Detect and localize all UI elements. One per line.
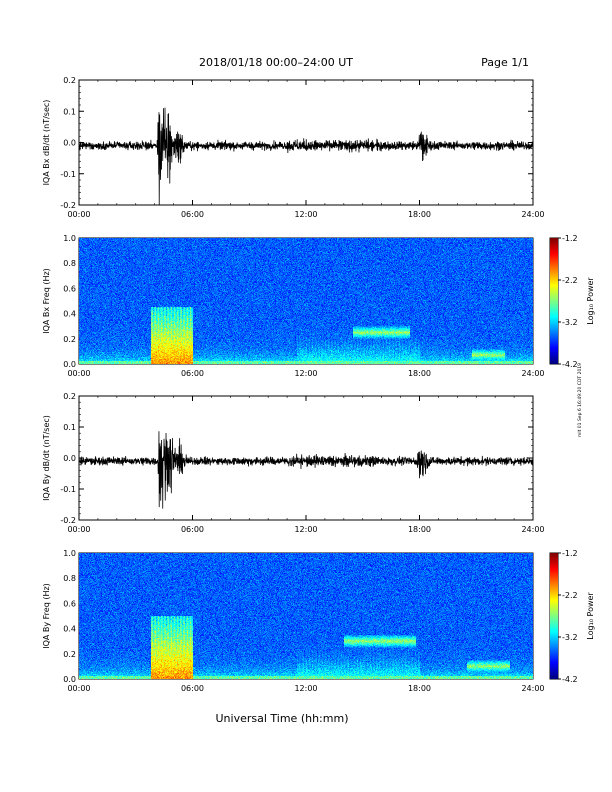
spectrogram-image-by xyxy=(79,553,533,679)
x-tick-label: 24:00 xyxy=(521,525,544,534)
colorbar-gradient xyxy=(550,553,558,679)
x-tick-label: 00:00 xyxy=(67,684,90,693)
x-tick-label: 18:00 xyxy=(408,525,431,534)
x-tick-label: 18:00 xyxy=(408,210,431,219)
colorbar-tick-label: -2.2 xyxy=(562,591,578,600)
y-tick-label: 0.2 xyxy=(63,650,76,659)
x-tick-label: 06:00 xyxy=(181,684,204,693)
x-tick-label: 18:00 xyxy=(408,684,431,693)
y-axis-label: IQA Bx Freq (Hz) xyxy=(42,268,51,334)
page-title: 2018/01/18 00:00–24:00 UT xyxy=(199,56,353,69)
colorbar-tick-label: -2.2 xyxy=(562,276,578,285)
x-tick-label: 00:00 xyxy=(67,210,90,219)
colorbar-gradient xyxy=(550,238,558,364)
page-number: Page 1/1 xyxy=(481,56,529,69)
colorbar-label: Log₁₀ Power xyxy=(586,592,595,640)
colorbar-tick-label: -4.2 xyxy=(562,675,578,684)
y-tick-label: 0.0 xyxy=(63,454,76,463)
y-tick-label: 0.4 xyxy=(63,310,76,319)
dbdt-trace-by xyxy=(78,431,534,509)
y-tick-label: 0.2 xyxy=(63,392,76,401)
y-tick-label: 0.2 xyxy=(63,76,76,85)
y-tick-label: -0.2 xyxy=(60,201,76,210)
colorbar-tick-label: -4.2 xyxy=(562,360,578,369)
y-tick-label: 0.0 xyxy=(63,675,76,684)
x-tick-label: 06:00 xyxy=(181,210,204,219)
x-tick-label: 12:00 xyxy=(294,369,317,378)
x-tick-label: 24:00 xyxy=(521,369,544,378)
y-axis-label: IQA By Freq (Hz) xyxy=(42,583,51,649)
x-tick-label: 12:00 xyxy=(294,210,317,219)
y-tick-label: 0.0 xyxy=(63,360,76,369)
x-tick-label: 12:00 xyxy=(294,525,317,534)
x-tick-label: 06:00 xyxy=(181,369,204,378)
x-tick-label: 06:00 xyxy=(181,525,204,534)
y-tick-label: 1.0 xyxy=(63,234,76,243)
y-tick-label: -0.2 xyxy=(60,516,76,525)
x-tick-label: 18:00 xyxy=(408,369,431,378)
y-tick-label: -0.1 xyxy=(60,170,76,179)
y-axis-label: IQA By dB/dt (nT/sec) xyxy=(42,415,51,501)
plot-frame xyxy=(78,395,534,521)
y-tick-label: 0.8 xyxy=(63,259,76,268)
x-tick-label: 00:00 xyxy=(67,369,90,378)
colorbar-tick-label: -3.2 xyxy=(562,318,578,327)
y-axis-label: IQA Bx dB/dt (nT/sec) xyxy=(42,100,51,186)
y-tick-label: 1.0 xyxy=(63,549,76,558)
x-tick-label: 12:00 xyxy=(294,684,317,693)
y-tick-label: 0.1 xyxy=(63,423,76,432)
spectrogram-image-bx xyxy=(79,238,533,364)
y-tick-label: 0.1 xyxy=(63,107,76,116)
colorbar-label: Log₁₀ Power xyxy=(586,277,595,325)
x-tick-label: 00:00 xyxy=(67,525,90,534)
side-timestamp: mlt 01 Sep 6 16:49:20 CDT 2019 xyxy=(577,363,583,437)
y-tick-label: 0.2 xyxy=(63,335,76,344)
colorbar-tick-label: -1.2 xyxy=(562,234,578,243)
y-tick-label: 0.8 xyxy=(63,574,76,583)
x-tick-label: 24:00 xyxy=(521,210,544,219)
dbdt-trace-bx xyxy=(78,107,534,206)
y-tick-label: 0.6 xyxy=(63,284,76,293)
colorbar-tick-label: -1.2 xyxy=(562,549,578,558)
y-tick-label: 0.6 xyxy=(63,599,76,608)
x-axis-title: Universal Time (hh:mm) xyxy=(216,712,349,725)
x-tick-label: 24:00 xyxy=(521,684,544,693)
colorbar-tick-label: -3.2 xyxy=(562,633,578,642)
y-tick-label: 0.4 xyxy=(63,625,76,634)
y-tick-label: -0.1 xyxy=(60,485,76,494)
y-tick-label: 0.0 xyxy=(63,139,76,148)
